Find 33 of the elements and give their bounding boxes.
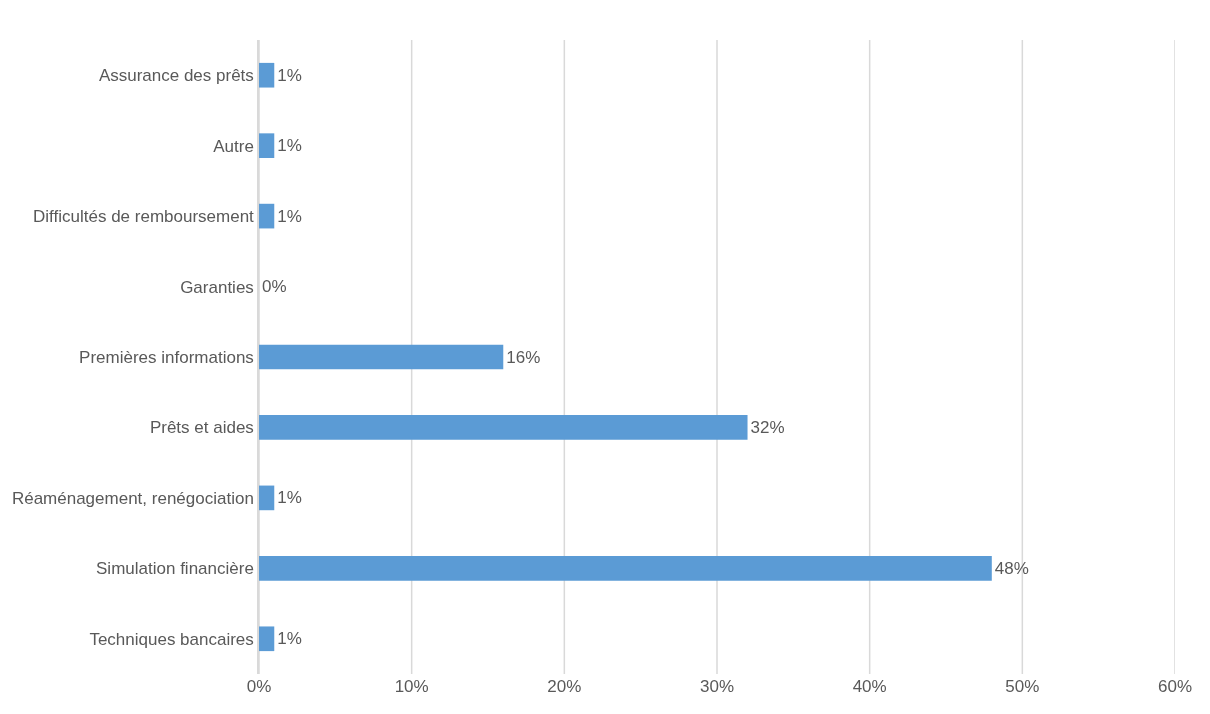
x-tick-label: 20%	[547, 677, 582, 696]
bar	[259, 203, 275, 229]
bar	[259, 485, 275, 511]
bar	[259, 626, 275, 652]
data-label: 1%	[277, 629, 302, 649]
data-label: 48%	[994, 558, 1029, 578]
y-tick-label: Assurance des prêts	[98, 66, 254, 86]
data-label: 16%	[506, 347, 541, 367]
y-tick-label: Techniques bancaires	[89, 629, 254, 649]
bar	[259, 415, 748, 440]
bar	[259, 133, 275, 158]
bar	[259, 344, 504, 370]
y-tick-label: Prêts et aides	[149, 418, 254, 438]
x-tick-label: 10%	[394, 677, 429, 696]
y-tick-label: Difficultés de remboursement	[33, 207, 255, 227]
bar	[259, 62, 275, 88]
data-label: 1%	[277, 488, 302, 508]
y-tick-label: Premières informations	[79, 347, 254, 367]
y-tick-label: Garanties	[180, 277, 254, 297]
x-tick-label: 50%	[1005, 677, 1040, 696]
data-label: 1%	[277, 136, 302, 156]
data-label: 32%	[750, 417, 785, 437]
x-tick-label: 30%	[699, 677, 735, 696]
data-label: 0%	[262, 277, 287, 297]
data-label: 1%	[277, 206, 302, 226]
data-label: 1%	[277, 65, 302, 85]
x-tick-label: 60%	[1157, 677, 1193, 696]
y-tick-label: Simulation financière	[96, 559, 254, 579]
x-tick-label: 0%	[246, 677, 272, 696]
bar	[259, 556, 992, 581]
y-tick-label: Réaménagement, renégociation	[11, 488, 254, 508]
y-tick-label: Autre	[213, 136, 254, 156]
x-tick-label: 40%	[852, 677, 887, 696]
